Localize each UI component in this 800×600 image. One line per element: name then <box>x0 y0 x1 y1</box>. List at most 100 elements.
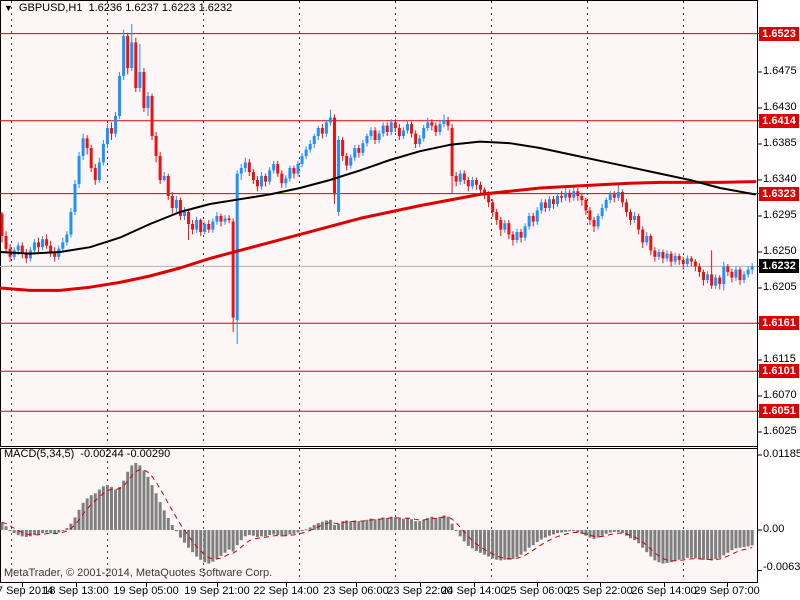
candle-body <box>588 210 592 220</box>
candle-body <box>324 122 328 134</box>
macd-histogram-bar <box>227 530 231 550</box>
macd-histogram-bar <box>93 493 97 530</box>
candle-body <box>239 168 243 174</box>
macd-histogram-bar <box>624 530 628 536</box>
candle-body <box>292 168 296 174</box>
macd-histogram-bar <box>357 521 361 530</box>
candle-body <box>556 196 560 204</box>
macd-histogram-bar <box>187 530 191 548</box>
candle-body <box>673 256 677 262</box>
candle-body <box>604 200 608 208</box>
macd-histogram-bar <box>53 530 57 534</box>
macd-histogram-bar <box>166 517 170 530</box>
macd-histogram-bar <box>487 530 491 557</box>
time-axis-label: 22 Sep 14:00 <box>253 585 319 597</box>
candle-body <box>507 223 511 235</box>
candle-body <box>215 216 219 222</box>
macd-histogram-bar <box>24 530 28 537</box>
candle-body <box>227 218 231 220</box>
macd-histogram-bar <box>385 517 389 530</box>
macd-histogram-bar <box>118 486 122 530</box>
macd-histogram-bar <box>697 530 701 560</box>
slow-ma-line-red[interactable] <box>0 180 757 292</box>
candle-body <box>219 216 223 222</box>
candle-body <box>288 168 292 179</box>
candle-body <box>450 128 454 176</box>
macd-histogram-bar <box>114 489 118 530</box>
candle-body <box>742 274 746 280</box>
time-axis-label: 23 Sep 22:00 <box>387 585 453 597</box>
macd-histogram-bar <box>101 486 105 530</box>
level-price-badge[interactable]: 1.6161 <box>759 316 799 331</box>
macd-histogram-bar <box>470 530 474 549</box>
macd-histogram-bar <box>381 517 385 530</box>
candle-body <box>255 180 259 187</box>
price-panel-frame <box>0 0 758 447</box>
macd-histogram-bar <box>483 530 487 555</box>
macd-histogram-bar <box>746 530 750 547</box>
macd-histogram-bar <box>89 495 93 530</box>
candle-body <box>53 252 57 257</box>
candle-body <box>333 117 337 195</box>
macd-histogram-bar <box>446 516 450 530</box>
time-axis-label: 26 Sep 14:00 <box>631 585 697 597</box>
level-price-badge[interactable]: 1.6523 <box>759 26 799 41</box>
macd-histogram-bar <box>543 530 547 538</box>
macd-histogram-bar <box>69 523 73 530</box>
macd-histogram-bar <box>12 530 16 534</box>
candle-body <box>385 125 389 132</box>
candle-body <box>24 253 28 259</box>
macd-histogram-bar <box>260 530 264 537</box>
macd-histogram-bar <box>714 530 718 560</box>
candle-body <box>280 173 284 184</box>
macd-histogram-bar <box>251 530 255 536</box>
candle-body <box>105 128 109 144</box>
candle-body <box>284 178 288 184</box>
candle-body <box>260 176 264 187</box>
level-price-badge[interactable]: 1.6414 <box>759 113 799 128</box>
fast-ma-line-black[interactable] <box>0 140 756 255</box>
candle-body <box>645 236 649 243</box>
level-price-badge[interactable]: 1.6101 <box>759 364 799 379</box>
candle-body <box>706 274 710 280</box>
symbol-timeframe-label: GBPUSD,H1 <box>18 2 83 14</box>
level-price-badge[interactable]: 1.6051 <box>759 404 799 419</box>
macd-histogram-bar <box>353 520 357 530</box>
candle-body <box>93 168 97 180</box>
candle-body <box>16 245 20 251</box>
macd-histogram-bar <box>4 526 8 530</box>
candle-body <box>730 272 734 278</box>
candle-body <box>653 250 657 257</box>
candle-body <box>4 236 8 249</box>
candle-body <box>397 128 401 136</box>
candle-body <box>118 76 122 116</box>
macd-histogram-bar <box>41 530 45 534</box>
macd-histogram-bar <box>462 530 466 542</box>
symbol-dropdown-icon[interactable]: ▼ <box>4 3 13 13</box>
candle-body <box>702 272 706 280</box>
candle-body <box>77 156 81 184</box>
candle-body <box>174 200 178 208</box>
level-price-badge[interactable]: 1.6323 <box>759 186 799 201</box>
time-axis-label: 18 Sep 13:00 <box>43 585 109 597</box>
candle-body <box>547 199 551 208</box>
time-axis-label: 19 Sep 21:00 <box>184 585 250 597</box>
candle-body <box>150 96 154 136</box>
time-axis-label: 24 Sep 14:00 <box>441 585 507 597</box>
macd-histogram-bar <box>162 510 166 530</box>
candle-body <box>551 199 555 204</box>
macd-histogram-bar <box>36 530 40 535</box>
macd-histogram-bar <box>438 516 442 530</box>
candle-body <box>81 138 85 156</box>
candle-body <box>97 162 101 180</box>
macd-axis-label: 0.00 <box>763 523 785 535</box>
macd-histogram-bar <box>292 530 296 534</box>
macd-histogram-bar <box>199 530 203 560</box>
candle-body <box>341 140 345 156</box>
candle-body <box>527 216 531 227</box>
candle-body <box>641 229 645 243</box>
candle-body <box>65 234 69 243</box>
macd-histogram-bar <box>215 530 219 560</box>
candle-body <box>543 202 547 208</box>
